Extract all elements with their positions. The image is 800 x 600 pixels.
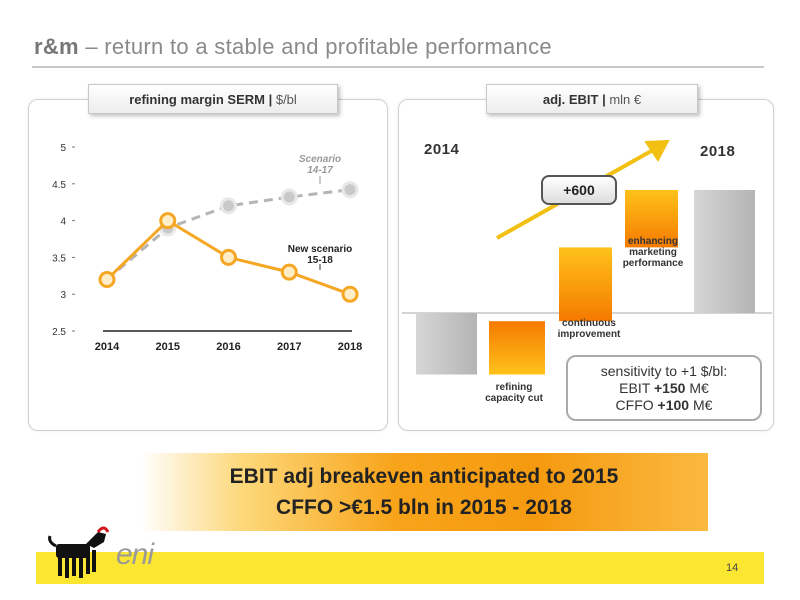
footer-bar [36,552,764,584]
eni-six-legged-dog-logo-icon [48,526,110,578]
sensitivity-line3: CFFO +100 M€ [615,397,713,413]
banner-line1: EBIT adj breakeven anticipated to 2015 [229,465,619,488]
waterfall-bar-2 [559,247,612,322]
series-1-point [220,248,237,266]
year-end-label: 2018 [700,143,736,160]
waterfall-bar-4 [694,190,755,313]
series-1-point [341,285,359,303]
series-line-0 [106,188,351,281]
right-header-unit: mln € [609,91,642,107]
sensitivity-line1: sensitivity to +1 $/bl: [600,363,728,379]
left-header-unit: $/bl [275,91,297,107]
series-1-point [280,263,298,281]
sensitivity-ebit-value: +150 [653,380,686,396]
y-tick-label: 3 [60,290,66,301]
x-tick-label: 2018 [338,341,362,353]
title-bold: r&m [34,34,79,59]
right-header-label: adj. EBIT | [542,91,610,107]
y-tick-label: 2.5 [52,327,66,338]
series-0-point [280,188,298,206]
x-tick-label: 2015 [156,341,180,353]
eni-wordmark: eni [116,538,154,571]
bar-label-enhancing: enhancing marketing performance [622,236,684,269]
bar-label-continuous: continuous improvement [557,318,621,340]
y-tick-label: 5 [60,143,66,154]
scenario-new-label: New scenario 15-18 [288,244,352,266]
series-1-point [159,212,177,230]
title-rule [32,66,764,68]
waterfall-bar-3 [625,190,678,248]
page-number: 14 [726,562,739,574]
delta-badge: +600 [541,175,617,205]
series-0-point [220,197,237,215]
series-0-point [341,181,359,199]
x-tick-label: 2014 [95,341,120,353]
bar-label-refining: refining capacity cut [485,382,543,404]
scenario-old-label: Scenario 14-17 [299,154,341,176]
left-panel-header: refining margin SERM | $/bl [88,84,338,114]
title-rest: – return to a stable and profitable perf… [78,34,552,59]
x-tick-label: 2017 [277,341,301,353]
waterfall-bar-0 [416,313,477,375]
y-tick-label: 4 [60,217,66,228]
x-tick-label: 2016 [216,341,240,353]
highlight-banner: EBIT adj breakeven anticipated to 2015 C… [140,453,708,531]
growth-arrow-head [644,139,670,162]
year-start-label: 2014 [424,141,460,158]
right-panel-header: adj. EBIT | mln € [486,84,698,114]
banner-line2: CFFO >€1.5 bln in 2015 - 2018 [276,496,572,519]
y-tick-label: 3.5 [52,253,66,264]
sensitivity-box: sensitivity to +1 $/bl: EBIT +150 M€ CFF… [566,355,762,421]
waterfall-bar-1 [489,321,545,375]
y-tick-label: 4.5 [52,180,66,191]
series-1-point [98,270,116,288]
sensitivity-cffo-value: +100 [657,397,690,413]
left-header-label: refining margin SERM | [129,91,276,107]
sensitivity-line2: EBIT +150 M€ [619,380,709,396]
page-title: r&m – return to a stable and profitable … [34,34,552,60]
left-panel [28,99,388,431]
